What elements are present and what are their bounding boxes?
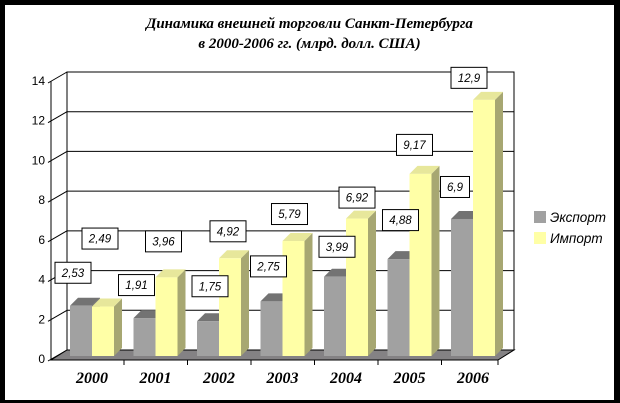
bar-export-2002	[197, 321, 219, 356]
data-label-box-export-2004	[318, 235, 356, 258]
x-axis-label-2005: 2005	[393, 370, 426, 387]
bar-import-2005	[409, 173, 432, 356]
data-label-import-2001: 3,96	[152, 236, 175, 248]
y-tick	[47, 309, 68, 322]
x-axis-label-2003: 2003	[266, 370, 299, 387]
y-tick-label: 0	[38, 352, 45, 366]
data-label-export-2000: 2,53	[61, 268, 85, 280]
bar-import-2006-top	[473, 91, 503, 100]
bar-import-2003-top	[282, 233, 313, 242]
bar-export-2006	[451, 218, 473, 356]
bar-import-2000	[92, 306, 114, 356]
export-swatch-icon	[534, 211, 546, 223]
legend: Экспорт Импорт	[534, 209, 607, 246]
data-label-import-2000: 2,49	[88, 234, 112, 246]
x-axis-label-2000: 2000	[75, 370, 108, 387]
bar-import-2000-side	[114, 298, 122, 356]
data-label-export-2001: 1,91	[125, 280, 147, 292]
data-label-import-2004: 6,92	[346, 193, 369, 205]
data-label-box-import-2000	[81, 227, 119, 250]
legend-label-export: Экспорт	[550, 209, 607, 225]
data-label-box-export-2006	[440, 175, 470, 198]
data-label-box-import-2006	[450, 66, 488, 89]
y-tick	[47, 150, 68, 163]
data-label-box-export-2000	[54, 261, 92, 284]
bar-import-2001-side	[177, 269, 186, 356]
bar-import-2004-top	[346, 210, 376, 219]
legend-item-import: Импорт	[534, 230, 606, 246]
data-label-import-2003: 5,79	[278, 209, 301, 221]
bar-import-2005-top	[409, 165, 440, 174]
x-axis-label-2002: 2002	[202, 370, 235, 387]
data-label-export-2002: 1,75	[199, 281, 222, 293]
data-label-box-import-2002	[209, 220, 247, 243]
data-label-box-import-2004	[338, 186, 376, 209]
y-tick	[47, 230, 68, 243]
x-axis-label-2004: 2004	[329, 370, 362, 387]
y-tick-label: 6	[38, 233, 45, 247]
chart-title-line2: в 2000-2006 гг. (млрд. долл. США)	[198, 36, 421, 52]
data-label-import-2006: 12,9	[458, 73, 481, 85]
bar-export-2001	[133, 318, 156, 356]
bar-export-2000-top	[70, 297, 100, 306]
y-tick-label: 8	[38, 193, 45, 207]
data-label-export-2005: 4,88	[389, 215, 412, 227]
bar-import-2004-side	[368, 210, 376, 356]
x-axis-label-2006: 2006	[456, 370, 489, 387]
x-axis-label-2001: 2001	[139, 370, 172, 387]
data-label-box-export-2005	[382, 209, 419, 232]
data-label-export-2004: 3,99	[326, 242, 349, 254]
bar-import-2003-side	[304, 233, 313, 356]
bar-import-2005-side	[431, 165, 440, 356]
data-label-import-2002: 4,92	[217, 226, 240, 238]
chart-area: 0 2 4 6 8 10 12 14 2000 2001 2002 2003 2004 2005 2006 2…	[5, 5, 614, 400]
legend-item-export: Экспорт	[534, 209, 607, 225]
data-label-import-2005: 9,17	[403, 140, 426, 152]
chart-title-line1: Динамика внешней торговли Санкт-Петербур…	[146, 16, 473, 32]
data-label-box-export-2003	[250, 255, 287, 278]
bar-import-2001	[155, 277, 178, 356]
bar-import-2006	[473, 99, 495, 356]
chart-title: Динамика внешней торговли Санкт-Петербур…	[5, 14, 614, 54]
y-tick-label: 10	[32, 153, 46, 167]
data-label-box-import-2005	[396, 133, 433, 156]
bar-import-2002-top	[219, 250, 249, 259]
data-label-box-export-2001	[118, 274, 155, 297]
y-tick-label: 2	[38, 312, 45, 326]
bar-import-2003	[282, 241, 305, 356]
bar-import-2002-side	[241, 250, 249, 356]
data-label-export-2006: 6,9	[447, 182, 464, 194]
bar-import-2001-top	[155, 269, 186, 278]
y-tick	[47, 190, 68, 203]
legend-label-import: Импорт	[550, 230, 603, 246]
data-label-box-import-2003	[271, 203, 308, 226]
import-swatch-icon	[534, 232, 546, 244]
bar-export-2004	[324, 276, 346, 356]
y-tick-label: 4	[38, 273, 45, 287]
data-label-export-2003: 2,75	[256, 261, 280, 273]
bar-import-2006-side	[495, 91, 503, 356]
bar-export-2003	[260, 301, 283, 356]
trade-chart-svg: 0 2 4 6 8 10 12 14 2000 2001 2002 2003 2004 2005 2006 2…	[32, 66, 516, 387]
bar-import-2000-top	[92, 298, 122, 307]
y-tick-label: 12	[32, 114, 46, 128]
bar-export-2000	[70, 305, 92, 356]
y-tick	[47, 71, 68, 84]
data-label-box-export-2002	[191, 275, 229, 298]
y-tick-label: 14	[32, 74, 46, 88]
bar-import-2002	[219, 258, 241, 356]
data-label-box-import-2001	[145, 230, 182, 253]
y-tick	[47, 111, 68, 124]
bar-export-2005	[387, 259, 410, 356]
